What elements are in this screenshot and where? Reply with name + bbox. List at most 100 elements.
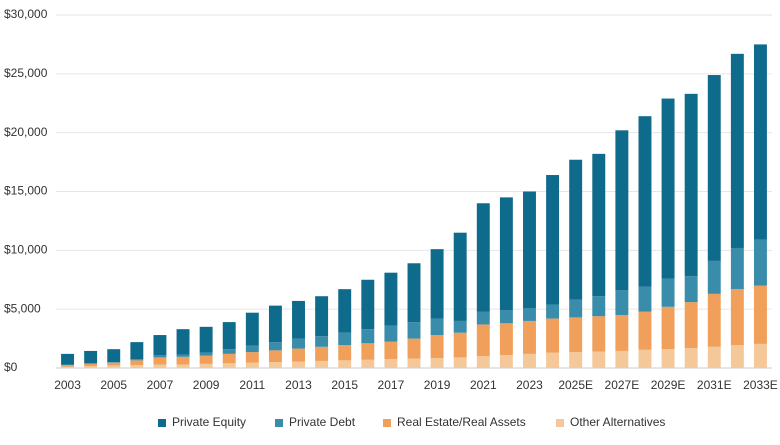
bar-segment bbox=[361, 329, 375, 344]
bar-segment bbox=[707, 346, 721, 368]
bar-segment bbox=[523, 191, 536, 308]
bar-segment bbox=[61, 366, 75, 368]
x-tick-label: 2019 bbox=[424, 378, 451, 392]
legend-swatch bbox=[275, 419, 283, 427]
bar-segment bbox=[592, 153, 606, 297]
x-tick-label: 2015 bbox=[331, 378, 358, 392]
bar-segment bbox=[476, 203, 490, 312]
bar-segment bbox=[430, 335, 444, 358]
bar-segment bbox=[315, 336, 329, 347]
bar-segment bbox=[176, 364, 190, 368]
legend-swatch bbox=[556, 419, 564, 427]
bar-segment bbox=[430, 318, 444, 336]
y-tick-label: $20,000 bbox=[4, 125, 48, 139]
legend-label: Other Alternatives bbox=[570, 415, 665, 429]
bar-segment bbox=[430, 249, 444, 319]
x-tick-label: 2031E bbox=[697, 378, 732, 392]
bar-segment bbox=[661, 306, 675, 350]
bar-segment bbox=[707, 260, 721, 294]
bar-segment bbox=[338, 289, 352, 333]
bar-segment bbox=[361, 279, 375, 330]
bar-segment bbox=[730, 247, 744, 290]
bar-segment bbox=[499, 197, 513, 311]
bar-segment bbox=[453, 357, 467, 368]
bar-segment bbox=[315, 346, 329, 361]
bar-segment bbox=[361, 359, 375, 368]
bar-segment bbox=[292, 300, 305, 339]
x-tick-label: 2021 bbox=[470, 378, 497, 392]
bar-segment bbox=[338, 360, 352, 368]
bar-segment bbox=[268, 305, 282, 343]
bar-segment bbox=[292, 338, 305, 349]
bar-segment bbox=[268, 342, 282, 351]
bar-segment bbox=[199, 355, 213, 364]
bar-segment bbox=[592, 296, 606, 317]
y-tick-label: $10,000 bbox=[4, 243, 48, 257]
bar-segment bbox=[84, 363, 98, 364]
bar-segment bbox=[199, 326, 213, 353]
x-tick-label: 2011 bbox=[239, 378, 265, 392]
y-tick-label: $15,000 bbox=[4, 184, 48, 198]
x-tick-label: 2013 bbox=[285, 378, 312, 392]
bar-segment bbox=[130, 365, 144, 368]
bar-segment bbox=[661, 349, 675, 368]
bar-segment bbox=[753, 44, 767, 240]
bar-segment bbox=[130, 359, 144, 361]
bar-segment bbox=[592, 351, 606, 368]
bar-segment bbox=[523, 353, 536, 368]
bar-segment bbox=[684, 93, 698, 277]
bar-segment bbox=[245, 312, 259, 346]
bar-segment bbox=[476, 311, 490, 325]
x-tick-label: 2003 bbox=[54, 378, 81, 392]
bar-segment bbox=[130, 360, 144, 366]
bar-segment bbox=[245, 362, 259, 368]
bar-segment bbox=[523, 320, 536, 354]
bar-segment bbox=[292, 348, 305, 362]
bar-segment bbox=[222, 363, 236, 368]
bar-segment bbox=[61, 365, 75, 367]
x-tick-label: 2029E bbox=[651, 378, 686, 392]
bar-segment bbox=[546, 318, 560, 353]
bar-segment bbox=[638, 349, 652, 368]
bar-segment bbox=[661, 98, 675, 279]
bar-segment bbox=[476, 356, 490, 368]
legend-swatch bbox=[383, 419, 391, 427]
bar-segment bbox=[407, 358, 421, 368]
legend-label: Private Equity bbox=[172, 415, 246, 429]
bar-segment bbox=[107, 365, 121, 368]
bar-segment bbox=[84, 350, 98, 364]
y-tick-label: $5,000 bbox=[4, 301, 41, 315]
bar-segment bbox=[615, 350, 629, 368]
bar-segment bbox=[176, 329, 190, 355]
x-tick-label: 2027E bbox=[605, 378, 640, 392]
bar-segment bbox=[384, 325, 398, 342]
bar-segment bbox=[107, 362, 121, 366]
bar-segment bbox=[384, 272, 398, 326]
bar-segment bbox=[153, 335, 167, 356]
bar-segment bbox=[84, 363, 98, 367]
bar-segment bbox=[476, 324, 490, 357]
bar-segment bbox=[107, 349, 121, 363]
bar-segment bbox=[61, 364, 75, 366]
bar-segment bbox=[730, 53, 744, 248]
bar-segment bbox=[615, 130, 629, 291]
bar-segment bbox=[569, 317, 583, 353]
bar-segment bbox=[569, 159, 583, 300]
bar-segment bbox=[523, 307, 536, 321]
bar-segment bbox=[707, 75, 721, 261]
x-tick-label: 2023 bbox=[516, 378, 543, 392]
bar-segment bbox=[730, 289, 744, 346]
bar-segment bbox=[453, 232, 467, 321]
bar-segment bbox=[684, 302, 698, 348]
bar-segment bbox=[546, 304, 560, 319]
bar-segment bbox=[130, 342, 144, 360]
bar-segment bbox=[315, 360, 329, 368]
bar-segment bbox=[84, 366, 98, 368]
bar-segment bbox=[199, 363, 213, 368]
bar-segment bbox=[338, 332, 352, 346]
bar-segment bbox=[546, 175, 560, 305]
x-tick-label: 2033E bbox=[743, 378, 778, 392]
bar-segment bbox=[684, 347, 698, 368]
bar-segment bbox=[569, 352, 583, 368]
